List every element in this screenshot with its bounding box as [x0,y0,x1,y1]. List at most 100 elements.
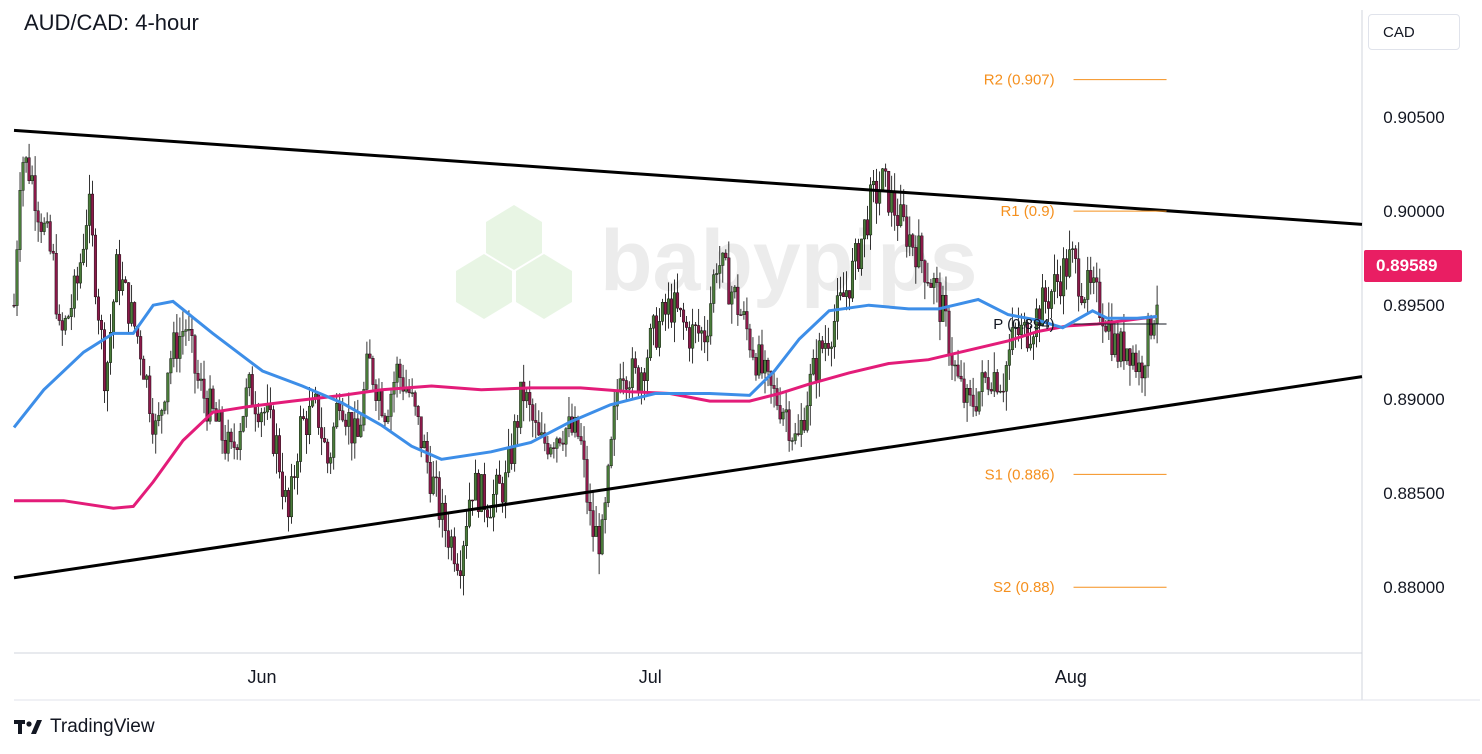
trendline-upper[interactable] [13,128,1363,226]
candle [118,239,122,306]
candle [12,293,16,308]
candle [796,414,800,437]
candle [772,370,776,408]
candle [863,219,867,258]
candle [1071,241,1075,263]
currency-label[interactable]: CAD [1368,14,1460,50]
time-tick-label: Jun [248,667,277,687]
candle [238,422,242,461]
candle [1125,348,1129,365]
pivot-label: R2 (0.907) [984,72,1055,89]
candle [621,361,625,395]
candle [766,357,770,387]
candle [112,299,116,349]
candle [54,234,58,320]
candle [875,168,879,224]
candle [935,266,939,303]
candle [654,307,658,350]
candle [302,408,306,421]
candle [510,433,514,470]
candle [666,282,670,329]
candle [884,163,888,187]
candle [555,436,559,463]
trendlines[interactable] [13,128,1363,580]
candle [968,379,972,407]
price-axis[interactable]: 0.90500 0.90000 0.89500 0.89000 0.88500 0.880… [1383,108,1444,597]
candle [196,359,200,389]
candle [923,259,927,300]
candle [229,428,233,449]
time-axis[interactable]: Jun Jul Aug [248,667,1087,687]
candle [648,323,652,361]
candle [39,213,43,243]
candle [329,452,333,474]
candle [866,205,870,240]
candle [434,460,438,497]
candle [567,397,571,438]
candle [956,349,960,379]
candle [259,407,263,438]
candle [124,276,128,284]
candle [594,506,598,537]
tradingview-logo[interactable]: TradingView [14,716,155,738]
candle [932,272,936,305]
candle [392,371,396,413]
candle [712,269,716,313]
candle [585,445,589,515]
candle [1074,245,1078,274]
trendline-lower[interactable] [13,375,1363,580]
candle [45,212,49,228]
ma-fast-line [12,297,1158,461]
candle [992,352,996,397]
candle [645,349,649,395]
candle [368,339,372,359]
candle [1089,256,1093,295]
candle [413,390,417,416]
candle [974,388,978,417]
candle [299,405,303,473]
candle [1028,325,1032,351]
candle [748,323,752,358]
candle [736,274,740,326]
candle [618,363,622,394]
candle [953,360,957,382]
candle [1034,298,1038,348]
candle [81,233,85,266]
candle [36,201,40,242]
candle [1137,350,1141,386]
candle [950,337,954,381]
candle [947,305,951,366]
candle [1037,305,1041,343]
candle [166,372,170,415]
candle [519,381,523,435]
candle [989,382,993,395]
candle [232,423,236,460]
candle [853,238,857,280]
candle [323,427,327,444]
candle [679,307,683,318]
candle [1013,322,1017,348]
candle [501,476,505,513]
candle [709,286,713,345]
candle [977,391,981,415]
tradingview-icon [14,720,42,734]
candle [489,506,493,519]
candle [314,386,318,404]
candle [552,442,556,459]
candle [15,240,19,317]
candle [458,550,462,589]
candle [1143,364,1147,397]
ma-slow-line [14,315,1158,510]
candle [371,355,375,392]
candle [42,217,46,236]
candle [416,404,420,425]
candle [1116,321,1120,369]
candle [516,414,520,447]
candle [69,294,73,331]
candle [344,413,348,436]
candle [670,283,674,328]
candle [305,410,309,454]
candle [929,278,933,288]
candle [808,363,812,426]
